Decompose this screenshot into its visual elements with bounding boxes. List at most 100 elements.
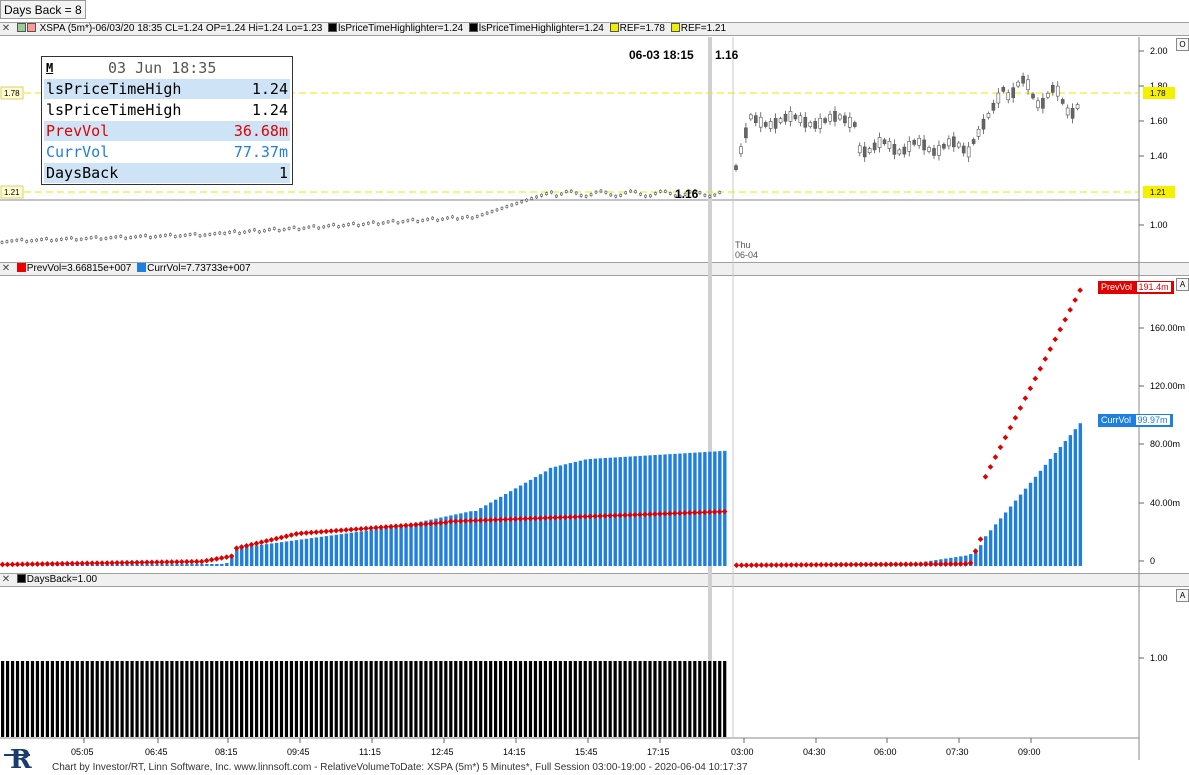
candle-body xyxy=(788,111,793,122)
candle-body xyxy=(1055,85,1060,97)
candle-body xyxy=(154,235,157,239)
prevvol-dot xyxy=(49,560,56,567)
daysback-bar xyxy=(55,661,59,737)
currvol-bar xyxy=(988,530,993,566)
prevvol-dot xyxy=(898,561,904,568)
daysback-bar xyxy=(424,661,428,737)
daysback-bar xyxy=(469,661,473,737)
days-back-button[interactable]: Days Back = 8 xyxy=(0,0,86,19)
currvol-bar xyxy=(200,564,204,566)
daysback-bar xyxy=(578,661,582,737)
daysback-bar xyxy=(349,661,353,737)
candle-body xyxy=(510,203,514,207)
candle-body xyxy=(604,191,608,194)
candle-body xyxy=(248,229,251,233)
close-icon[interactable]: ✕ xyxy=(1,263,11,274)
close-icon[interactable]: ✕ xyxy=(1,574,11,585)
daysback-bar xyxy=(309,661,313,737)
candle-body xyxy=(744,127,748,139)
candle-body xyxy=(352,222,355,225)
days-header-label: DaysBack=1.00 xyxy=(26,574,98,585)
daysback-bar xyxy=(484,661,488,737)
daysback-bar xyxy=(314,661,318,737)
candle-body xyxy=(362,223,365,226)
daysback-bar xyxy=(518,661,523,737)
prevvol-dot xyxy=(592,513,598,520)
candle-body xyxy=(1065,107,1070,116)
currvol-bar xyxy=(998,518,1003,566)
volume-pane-header: ✕ PrevVol=3.66815e+007 CurrVol=7.73733e+… xyxy=(0,262,1189,276)
candle-body xyxy=(922,139,926,151)
prevvol-dot xyxy=(492,516,499,523)
currvol-bar xyxy=(974,549,978,566)
currvol-marker: CurrVol 99.97m xyxy=(1098,414,1173,427)
candle-body xyxy=(540,194,543,197)
daysback-bar xyxy=(528,661,533,737)
currvol-bar xyxy=(414,522,418,566)
prevvol-dot xyxy=(666,510,673,517)
prevvol-dot xyxy=(788,562,795,568)
candle-body xyxy=(376,222,380,226)
daysback-bar xyxy=(384,661,388,737)
candle-body xyxy=(228,230,231,234)
candle-body xyxy=(79,237,83,241)
price-tick-label: 2.00 xyxy=(1150,46,1168,56)
ref-label-right-lower: 1.21 xyxy=(1150,188,1166,197)
candle-body xyxy=(708,195,712,198)
prevvol-dot xyxy=(477,517,484,524)
prevvol-dot xyxy=(164,559,170,565)
price-tick-label: 1.00 xyxy=(1150,220,1168,230)
candle-body xyxy=(1041,98,1045,109)
ref-color-icon xyxy=(670,23,680,32)
prevvol-dot xyxy=(758,562,765,568)
prevvol-dot xyxy=(748,562,755,568)
candle-body xyxy=(917,137,921,146)
candle-body xyxy=(169,233,172,236)
currvol-bar xyxy=(658,454,662,566)
daysback-bar xyxy=(608,661,612,737)
candle-body xyxy=(545,192,548,195)
currvol-bar xyxy=(289,540,294,566)
close-icon[interactable]: ✕ xyxy=(1,23,11,34)
info-box-row: PrevVol 36.68m xyxy=(44,121,290,141)
currvol-bar xyxy=(135,564,139,566)
daysback-bar xyxy=(299,661,303,737)
currvol-bar xyxy=(503,494,508,566)
candle-body xyxy=(302,226,306,230)
prevvol-dot xyxy=(957,561,964,567)
currvol-bar xyxy=(399,525,403,566)
candle-body xyxy=(15,238,19,242)
candle-body xyxy=(966,146,971,158)
candle-body xyxy=(1070,108,1075,119)
currvol-bar xyxy=(698,452,702,566)
prevvol-dot xyxy=(378,524,384,531)
prevvol-dot xyxy=(258,539,265,546)
prevvol-dot xyxy=(29,561,36,567)
candle-body xyxy=(267,228,271,231)
candle-body xyxy=(40,238,43,241)
candle-body xyxy=(65,237,68,240)
candle-body xyxy=(401,220,405,224)
candle-body xyxy=(753,115,758,124)
prevvol-dot xyxy=(982,473,989,480)
prevvol-dot xyxy=(168,559,175,565)
highlighter-color-icon xyxy=(468,23,478,32)
daysback-bar xyxy=(334,661,338,737)
candle-body xyxy=(803,116,808,128)
currvol-bar xyxy=(230,555,234,566)
info-box-mark: M xyxy=(46,61,54,75)
prevvol-dot xyxy=(743,562,750,569)
x-tick-label: 15:45 xyxy=(575,747,598,757)
prevvol-dot xyxy=(763,562,770,568)
candle-body xyxy=(649,194,652,198)
prevvol-dot xyxy=(507,516,514,523)
candle-body xyxy=(843,115,847,124)
candle-body xyxy=(0,241,4,244)
prevvol-dot xyxy=(577,513,584,520)
daysback-bar xyxy=(264,661,269,737)
candle-body xyxy=(70,236,73,240)
info-box-row-value: 1.24 xyxy=(251,80,288,98)
prevvol-dot xyxy=(323,528,330,535)
currvol-bar xyxy=(678,453,682,566)
prevvol-dot xyxy=(632,511,638,518)
